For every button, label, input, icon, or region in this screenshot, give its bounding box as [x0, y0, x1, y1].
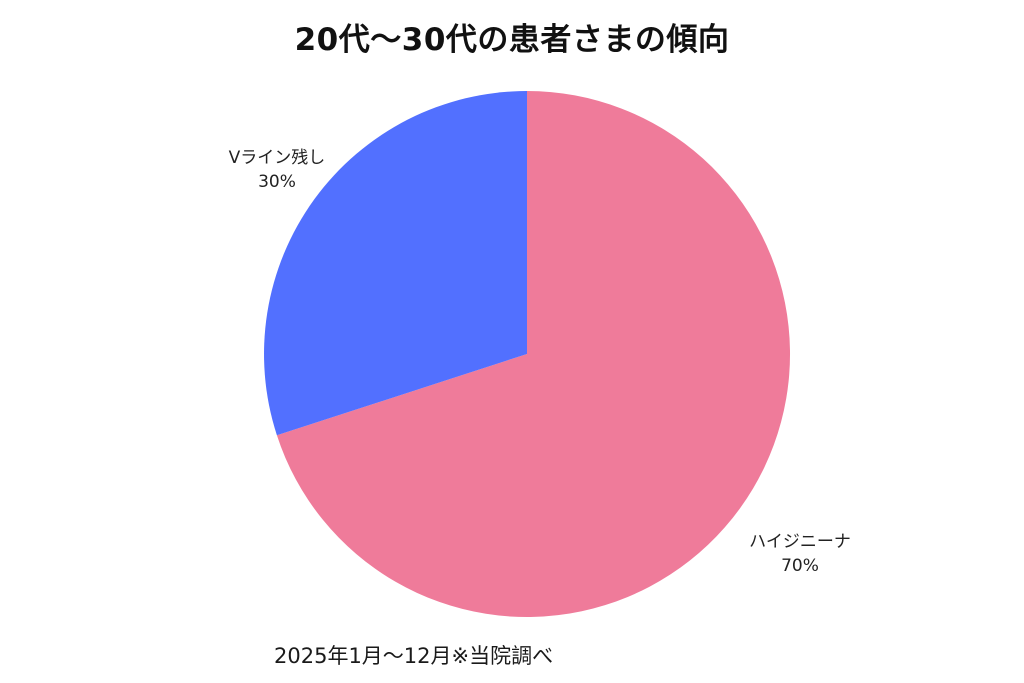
slice-label-vline-pct: 30%: [258, 172, 296, 192]
source-note: 2025年1月〜12月※当院調べ: [274, 644, 554, 668]
slice-label-hygienic-pct: 70%: [781, 556, 819, 576]
chart-title: 20代〜30代の患者さまの傾向: [294, 22, 730, 58]
slice-label-vline: Vライン残し 30%: [192, 146, 362, 194]
slice-vline: [264, 91, 527, 436]
slice-label-vline-name: Vライン残し: [228, 148, 326, 168]
slice-label-hygienic-name: ハイジニーナ: [749, 532, 851, 552]
slice-label-hygienic: ハイジニーナ 70%: [720, 530, 880, 578]
slice-hygienic: [276, 91, 791, 617]
